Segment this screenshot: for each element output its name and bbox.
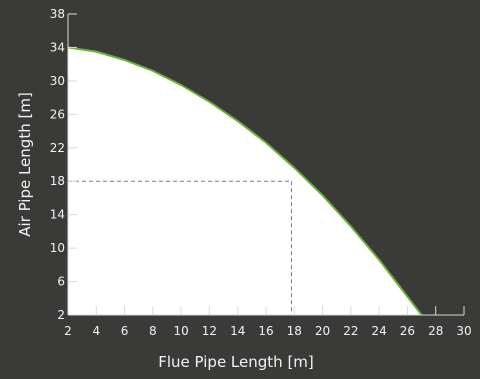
y-tick-label: 14 <box>50 208 65 222</box>
plot-area <box>67 46 423 316</box>
x-tick-label: 6 <box>121 324 129 338</box>
y-tick-label: 22 <box>50 141 65 155</box>
x-tick-label: 16 <box>258 324 273 338</box>
x-tick-label: 18 <box>287 324 302 338</box>
y-tick-label: 38 <box>50 7 65 21</box>
y-tick-label: 34 <box>50 40 65 54</box>
y-tick-label: 26 <box>50 107 65 121</box>
x-tick-label: 20 <box>315 324 330 338</box>
x-tick-label: 26 <box>400 324 415 338</box>
x-axis-label: Flue Pipe Length [m] <box>158 353 314 371</box>
y-tick-label: 18 <box>50 174 65 188</box>
series-line <box>67 46 423 316</box>
y-tick-label: 6 <box>57 275 65 289</box>
x-tick-label: 2 <box>64 324 72 338</box>
axis-ticks: 2 4 6 8 10 12 14 16 18 20 22 24 26 28 3026101418222630… <box>50 7 472 338</box>
y-tick-label: 30 <box>50 74 65 88</box>
y-axis-label: Air Pipe Length [m] <box>16 92 34 237</box>
x-tick-label: 4 <box>92 324 100 338</box>
x-tick-label: 28 <box>428 324 443 338</box>
x-tick-label: 10 <box>174 324 189 338</box>
y-tick-label: 10 <box>50 241 65 255</box>
x-tick-label: 8 <box>149 324 157 338</box>
x-tick-label: 22 <box>343 324 358 338</box>
x-tick-label: 14 <box>230 324 245 338</box>
y-tick-label: 2 <box>57 308 65 322</box>
x-tick-label: 24 <box>372 324 387 338</box>
x-tick-label: 30 <box>456 324 471 338</box>
x-tick-label: 12 <box>202 324 217 338</box>
